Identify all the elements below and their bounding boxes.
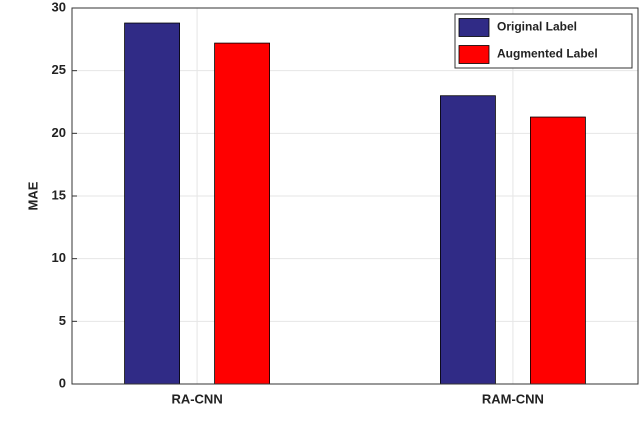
legend-label: Augmented Label <box>497 47 598 61</box>
x-tick-label: RAM-CNN <box>482 391 544 406</box>
bar <box>530 116 586 385</box>
y-tick-label: 5 <box>59 313 66 328</box>
bar <box>124 22 180 385</box>
y-tick-label: 15 <box>52 187 66 202</box>
y-tick-label: 0 <box>59 375 66 390</box>
bar <box>440 95 496 385</box>
plot-frame <box>71 7 639 385</box>
y-axis-label: MAE <box>25 181 40 210</box>
x-tick-label: RA-CNN <box>171 391 222 406</box>
y-tick-label: 30 <box>52 0 66 14</box>
legend-swatch <box>458 18 490 37</box>
bar <box>214 42 270 385</box>
y-tick-label: 10 <box>52 250 66 265</box>
y-tick-label: 20 <box>52 125 66 140</box>
legend-label: Original Label <box>497 20 577 34</box>
y-tick-label: 25 <box>52 62 66 77</box>
legend-swatch <box>458 45 490 64</box>
